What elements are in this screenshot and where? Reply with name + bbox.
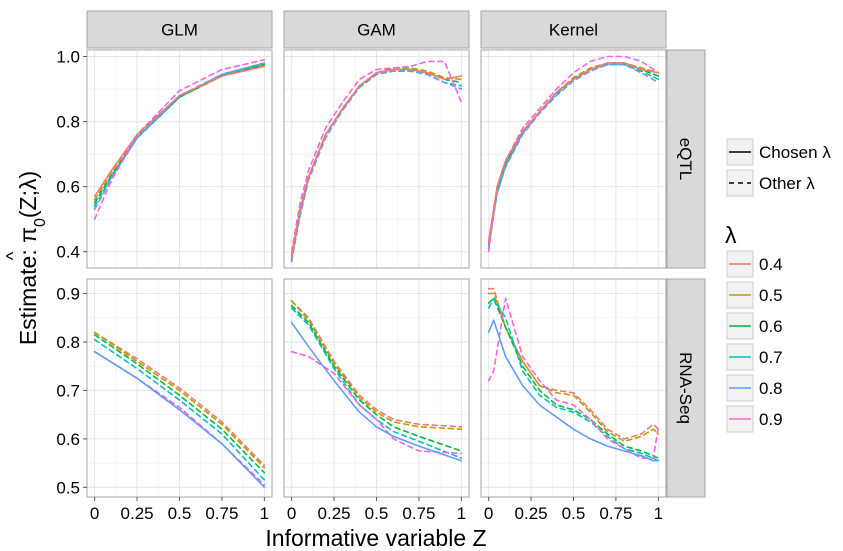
x-tick-label: 0.75 bbox=[599, 504, 632, 523]
series-line-lambda-0-4-other bbox=[93, 331, 266, 467]
panel-rna-seq-gam bbox=[284, 279, 469, 497]
panel-border bbox=[480, 49, 667, 269]
x-tick-label: 0 bbox=[90, 504, 99, 523]
y-axis-title-hat: ^ bbox=[3, 251, 23, 260]
panel-lines-rna-seq-gam bbox=[283, 278, 470, 498]
series-line-lambda-0-9-other bbox=[93, 58, 266, 220]
y-tick-label: 0.5 bbox=[56, 478, 80, 497]
color-legend-title: λ bbox=[725, 222, 737, 248]
series-line-lambda-0-4-chosen bbox=[93, 65, 266, 198]
panel-eqtl-gam bbox=[284, 50, 469, 268]
panel-border bbox=[283, 49, 470, 269]
y-axis-title-prefix: Estimate: bbox=[15, 243, 41, 345]
x-tick-label: 0.25 bbox=[121, 504, 154, 523]
series-line-lambda-0-6-other bbox=[487, 297, 660, 460]
strip-rna-seq bbox=[666, 278, 706, 498]
y-tick-label: 0.4 bbox=[56, 243, 80, 262]
legend-label-lambda-0-4: 0.4 bbox=[759, 255, 783, 274]
legend-label-dashed: Other λ bbox=[759, 174, 815, 193]
y-tick-label: 0.7 bbox=[56, 381, 80, 400]
y-tick-label: 0.6 bbox=[56, 430, 80, 449]
panel-lines-rna-seq-kernel bbox=[480, 278, 667, 498]
panel-lines-eqtl-glm bbox=[86, 49, 273, 269]
panel-border bbox=[86, 49, 273, 269]
panel-eqtl-kernel bbox=[481, 50, 666, 268]
y-axis-title-subscript: 0 bbox=[32, 218, 49, 227]
strip-eqtl bbox=[666, 49, 706, 269]
series-line-lambda-0-9-other bbox=[290, 60, 463, 253]
series-line-lambda-0-4-chosen bbox=[290, 68, 463, 260]
series-line-lambda-0-9-other bbox=[487, 297, 660, 460]
x-tick-label: 1 bbox=[260, 504, 269, 523]
series-line-lambda-0-5-other bbox=[290, 299, 463, 431]
x-tick-label: 0.75 bbox=[402, 504, 435, 523]
x-tick-label: 0.25 bbox=[515, 504, 548, 523]
legend-label-solid: Chosen λ bbox=[759, 143, 831, 162]
x-tick-label: 0 bbox=[287, 504, 296, 523]
strip-layer: GLM GAM Kernel eQTL RNA-Seq bbox=[86, 10, 706, 498]
series-line-lambda-0-8-chosen bbox=[487, 319, 660, 462]
panel-lines-eqtl-gam bbox=[283, 49, 470, 269]
linetype-legend: Chosen λ Other λ bbox=[726, 138, 831, 197]
strip-label-rna-seq: RNA-Seq bbox=[676, 352, 695, 424]
series-line-lambda-0-8-other bbox=[290, 70, 463, 263]
series-line-lambda-0-6-other bbox=[290, 304, 463, 452]
axis-layer: 0.4 0.6 0.8 1.0 0.5 0.6 0.7 0.8 0.9 0 0.25 0.5 0.75 1… bbox=[56, 48, 663, 523]
legend-label-lambda-0-8: 0.8 bbox=[759, 379, 783, 398]
y-tick-label: 0.8 bbox=[56, 333, 80, 352]
series-line-lambda-0-5-other bbox=[93, 331, 266, 469]
panel-lines-eqtl-kernel bbox=[480, 49, 667, 269]
x-tick-label: 0 bbox=[484, 504, 493, 523]
legend-label-lambda-0-7: 0.7 bbox=[759, 348, 783, 367]
x-tick-label: 1 bbox=[457, 504, 466, 523]
x-tick-label: 1 bbox=[654, 504, 663, 523]
strip-label-glm: GLM bbox=[161, 21, 198, 40]
panel-eqtl-glm bbox=[87, 50, 272, 268]
series-line-lambda-0-9-other bbox=[290, 350, 463, 455]
strip-label-eqtl: eQTL bbox=[676, 138, 695, 181]
series-line-lambda-0-4-chosen bbox=[487, 62, 660, 243]
y-axis-title-symbol: π bbox=[15, 227, 41, 243]
strip-kernel bbox=[480, 10, 667, 49]
series-line-lambda-0-7-other bbox=[93, 338, 266, 481]
color-legend: λ 0.4 0.5 0.6 0.7 0.8 0.9 bbox=[725, 222, 783, 433]
x-axis-title: Informative variable Z bbox=[265, 525, 486, 551]
y-axis-title: Estimate: π0(Z;λ) bbox=[15, 171, 49, 345]
legend-label-lambda-0-6: 0.6 bbox=[759, 317, 783, 336]
series-line-lambda-0-8-chosen bbox=[290, 321, 463, 462]
legend-label-lambda-0-5: 0.5 bbox=[759, 286, 783, 305]
y-tick-label: 0.9 bbox=[56, 285, 80, 304]
panel-rna-seq-kernel bbox=[481, 279, 666, 497]
series-line-lambda-0-8-chosen bbox=[93, 350, 266, 489]
legend-label-lambda-0-9: 0.9 bbox=[759, 410, 783, 429]
x-tick-label: 0.5 bbox=[168, 504, 192, 523]
series-line-lambda-0-6-other bbox=[93, 333, 266, 474]
series-line-lambda-0-4-other bbox=[290, 299, 463, 428]
y-tick-label: 1.0 bbox=[56, 48, 80, 67]
y-tick-label: 0.8 bbox=[56, 113, 80, 132]
strip-glm bbox=[86, 10, 273, 49]
strip-gam bbox=[283, 10, 470, 49]
series-line-lambda-0-8-other bbox=[93, 62, 266, 211]
x-tick-label: 0.75 bbox=[205, 504, 238, 523]
y-axis-title-suffix: (Z;λ) bbox=[15, 171, 41, 218]
series-line-lambda-0-8-other bbox=[487, 63, 660, 250]
x-tick-label: 0.5 bbox=[365, 504, 389, 523]
x-tick-label: 0.5 bbox=[562, 504, 586, 523]
series-line-lambda-0-9-other bbox=[487, 55, 660, 253]
strip-label-kernel: Kernel bbox=[549, 21, 598, 40]
x-tick-label: 0.25 bbox=[318, 504, 351, 523]
panel-layer bbox=[86, 49, 667, 498]
series-line-lambda-0-9-other bbox=[93, 350, 266, 486]
y-tick-label: 0.6 bbox=[56, 178, 80, 197]
strip-label-gam: GAM bbox=[357, 21, 396, 40]
series-line-lambda-0-7-other bbox=[487, 297, 660, 462]
